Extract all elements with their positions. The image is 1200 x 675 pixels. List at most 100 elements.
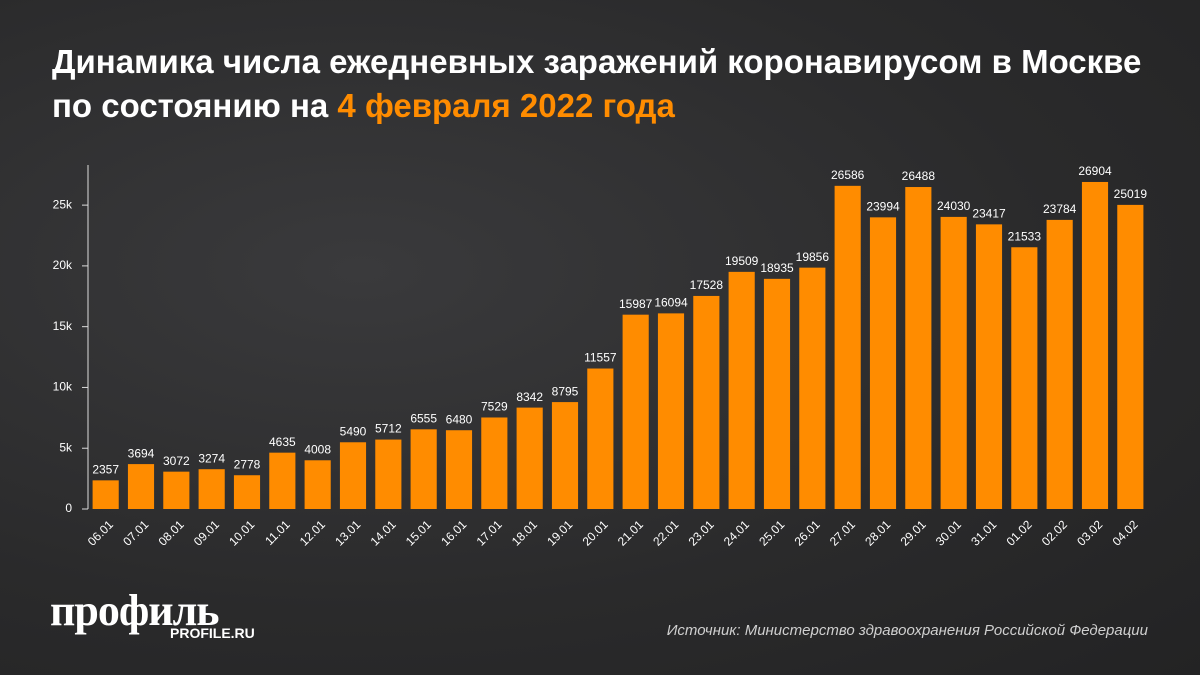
bar	[163, 471, 190, 509]
x-tick-label: 01.02	[1004, 517, 1035, 548]
value-label: 5712	[375, 422, 402, 436]
bar	[622, 314, 649, 509]
value-label: 19509	[725, 254, 759, 268]
y-tick-label: 5k	[59, 440, 73, 454]
value-label: 17528	[690, 278, 724, 292]
x-tick-label: 20.01	[580, 517, 611, 548]
x-tick-label: 22.01	[650, 517, 681, 548]
x-tick-label: 11.01	[262, 517, 293, 548]
bar	[728, 271, 755, 509]
logo: профиль	[50, 586, 220, 635]
x-tick-label: 07.01	[120, 517, 151, 548]
bar	[481, 417, 508, 509]
value-label: 23784	[1043, 202, 1077, 216]
x-tick-label: 25.01	[756, 517, 787, 548]
bar	[410, 429, 437, 509]
value-label: 6480	[446, 412, 473, 426]
x-tick-label: 31.01	[968, 517, 999, 548]
bar	[127, 464, 155, 509]
bar	[233, 475, 261, 509]
x-tick-label: 03.02	[1074, 517, 1105, 548]
value-label: 19856	[796, 250, 830, 264]
bar	[1011, 247, 1038, 510]
bar	[869, 217, 897, 509]
x-tick-label: 21.01	[615, 517, 646, 548]
x-tick-label: 18.01	[509, 517, 540, 548]
value-label: 8795	[552, 384, 579, 398]
x-tick-label: 30.01	[933, 517, 964, 548]
value-label: 3694	[128, 446, 155, 460]
bar	[1117, 204, 1144, 509]
y-tick-label: 10k	[53, 380, 73, 394]
bar	[339, 442, 367, 509]
x-tick-label: 13.01	[332, 517, 363, 548]
value-label: 4008	[304, 442, 331, 456]
value-label: 2357	[92, 463, 119, 477]
y-tick-label: 15k	[53, 319, 73, 333]
bar	[445, 430, 473, 509]
bar	[375, 439, 402, 509]
value-label: 25019	[1114, 187, 1148, 201]
x-tick-label: 08.01	[156, 517, 187, 548]
chart-title: Динамика числа ежедневных заражений коро…	[52, 40, 1172, 128]
y-tick-label: 0	[65, 501, 72, 515]
bar	[304, 460, 331, 509]
bar	[799, 267, 826, 509]
value-label: 15987	[619, 297, 653, 311]
x-tick-label: 09.01	[191, 517, 222, 548]
source: Источник: Министерство здравоохранения Р…	[666, 622, 1148, 639]
value-label: 6555	[410, 411, 437, 425]
value-label: 16094	[654, 296, 688, 310]
value-label: 3274	[198, 451, 225, 465]
x-tick-label: 14.01	[368, 517, 399, 548]
bar	[834, 185, 861, 510]
value-label: 11557	[584, 351, 617, 365]
x-tick-label: 06.01	[85, 517, 116, 548]
y-tick-label: 25k	[53, 197, 73, 211]
bar	[516, 407, 543, 509]
bar	[269, 452, 296, 509]
bar	[905, 187, 932, 509]
bar	[940, 216, 967, 510]
bar	[92, 480, 119, 509]
bar	[198, 469, 225, 509]
value-label: 21533	[1008, 229, 1042, 243]
y-tick-label: 20k	[53, 258, 73, 272]
bar	[693, 295, 720, 509]
x-tick-label: 29.01	[898, 517, 929, 548]
value-label: 5490	[340, 424, 367, 438]
x-tick-label: 10.01	[226, 517, 257, 548]
value-label: 18935	[760, 261, 794, 275]
x-tick-label: 04.02	[1110, 517, 1141, 548]
title-highlight: 4 февраля 2022 года	[337, 87, 675, 124]
x-tick-label: 23.01	[686, 517, 717, 548]
x-tick-label: 17.01	[474, 517, 505, 548]
value-label: 24030	[937, 199, 971, 213]
bar	[975, 224, 1003, 509]
x-tick-label: 24.01	[721, 517, 752, 548]
value-label: 7529	[481, 400, 508, 414]
x-tick-label: 02.02	[1039, 517, 1070, 548]
bar	[657, 313, 685, 509]
bar	[1081, 181, 1109, 509]
x-tick-label: 12.01	[297, 517, 328, 548]
value-label: 26904	[1078, 164, 1112, 178]
title-text: Динамика числа ежедневных заражений коро…	[52, 43, 1142, 124]
x-tick-label: 15.01	[403, 517, 434, 548]
value-label: 3072	[163, 454, 190, 468]
value-label: 4635	[269, 435, 296, 449]
value-label: 23994	[866, 200, 900, 214]
value-label: 2778	[234, 457, 261, 471]
bar	[763, 278, 791, 509]
value-label: 26488	[902, 169, 936, 183]
x-tick-label: 27.01	[827, 517, 858, 548]
x-tick-label: 26.01	[792, 517, 823, 548]
x-tick-label: 28.01	[862, 517, 893, 548]
bar	[587, 368, 614, 509]
logo-url: PROFILE.RU	[170, 625, 255, 641]
bar	[551, 402, 579, 509]
bar	[1046, 219, 1073, 509]
x-tick-label: 19.01	[544, 517, 575, 548]
